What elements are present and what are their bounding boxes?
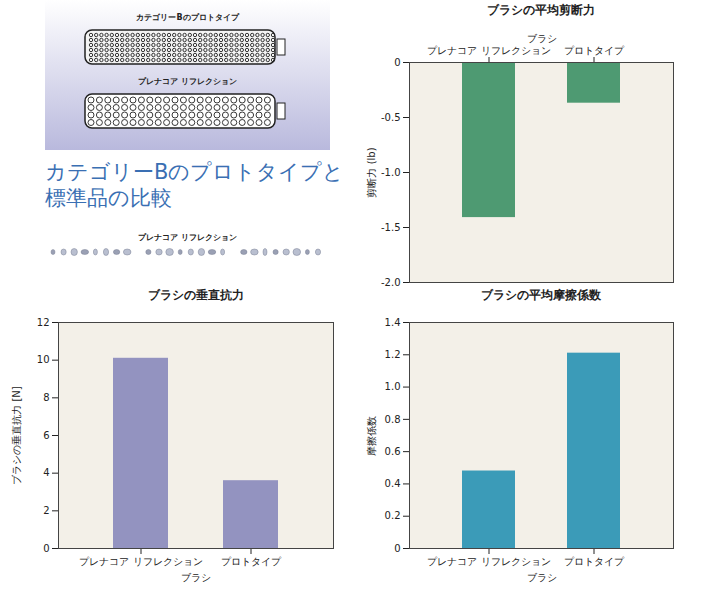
html-text:プレナコア リフレクション: プレナコア リフレクション bbox=[138, 233, 237, 242]
svg-text:-1.0: -1.0 bbox=[381, 167, 401, 178]
svg-text:0.8: 0.8 bbox=[385, 414, 401, 425]
svg-text:0.2: 0.2 bbox=[385, 510, 401, 521]
html-text:ブラシの垂直抗力: ブラシの垂直抗力 bbox=[147, 288, 244, 302]
html-text:ブラシの平均剪断力: ブラシの平均剪断力 bbox=[487, 3, 595, 17]
svg-text:プロトタイプ: プロトタイプ bbox=[564, 45, 625, 56]
svg-text:プレナコア リフレクション: プレナコア リフレクション bbox=[427, 556, 550, 567]
svg-text:-1.5: -1.5 bbox=[381, 222, 401, 233]
svg-text:6: 6 bbox=[43, 430, 49, 441]
svg-text:ブラシ: ブラシ bbox=[527, 33, 557, 44]
svg-text:12: 12 bbox=[37, 317, 50, 328]
svg-text:1.2: 1.2 bbox=[385, 349, 401, 360]
svg-text:ブラシの垂直抗力 [N]: ブラシの垂直抗力 [N] bbox=[11, 386, 22, 485]
svg-text:8: 8 bbox=[43, 392, 49, 403]
svg-text:-0.5: -0.5 bbox=[381, 112, 401, 123]
svg-text:0.4: 0.4 bbox=[385, 478, 401, 489]
svg-text:10: 10 bbox=[37, 354, 50, 365]
svg-text:プロトタイプ: プロトタイプ bbox=[221, 556, 282, 567]
svg-text:1.4: 1.4 bbox=[385, 317, 401, 328]
svg-text:1.0: 1.0 bbox=[385, 381, 401, 392]
svg-text:0: 0 bbox=[394, 57, 400, 68]
html-text:ブラシの平均摩擦係数: ブラシの平均摩擦係数 bbox=[481, 288, 601, 302]
svg-text:プレナコア リフレクション: プレナコア リフレクション bbox=[427, 45, 550, 56]
svg-text:ブラシ: ブラシ bbox=[527, 572, 557, 583]
svg-text:ブラシ: ブラシ bbox=[181, 572, 211, 583]
html-text:カテゴリーBのプロトタイプ: カテゴリーBのプロトタイプ bbox=[136, 13, 239, 22]
svg-text:-2.0: -2.0 bbox=[381, 277, 401, 288]
svg-text:剪断力 (lb): 剪断力 (lb) bbox=[366, 147, 377, 197]
svg-text:プロトタイプ: プロトタイプ bbox=[564, 556, 625, 567]
svg-text:摩擦係数: 摩擦係数 bbox=[366, 416, 377, 456]
html-text:プレナコア リフレクション: プレナコア リフレクション bbox=[138, 77, 237, 86]
svg-text:0: 0 bbox=[394, 543, 400, 554]
svg-text:0.6: 0.6 bbox=[385, 446, 401, 457]
svg-text:プレナコア リフレクション: プレナコア リフレクション bbox=[79, 556, 202, 567]
svg-text:0: 0 bbox=[43, 543, 49, 554]
html-text:カテゴリーBのプロトタイプと標準品の比較: カテゴリーBのプロトタイプと標準品の比較 bbox=[45, 160, 345, 210]
svg-text:4: 4 bbox=[43, 467, 49, 478]
svg-text:2: 2 bbox=[43, 505, 49, 516]
